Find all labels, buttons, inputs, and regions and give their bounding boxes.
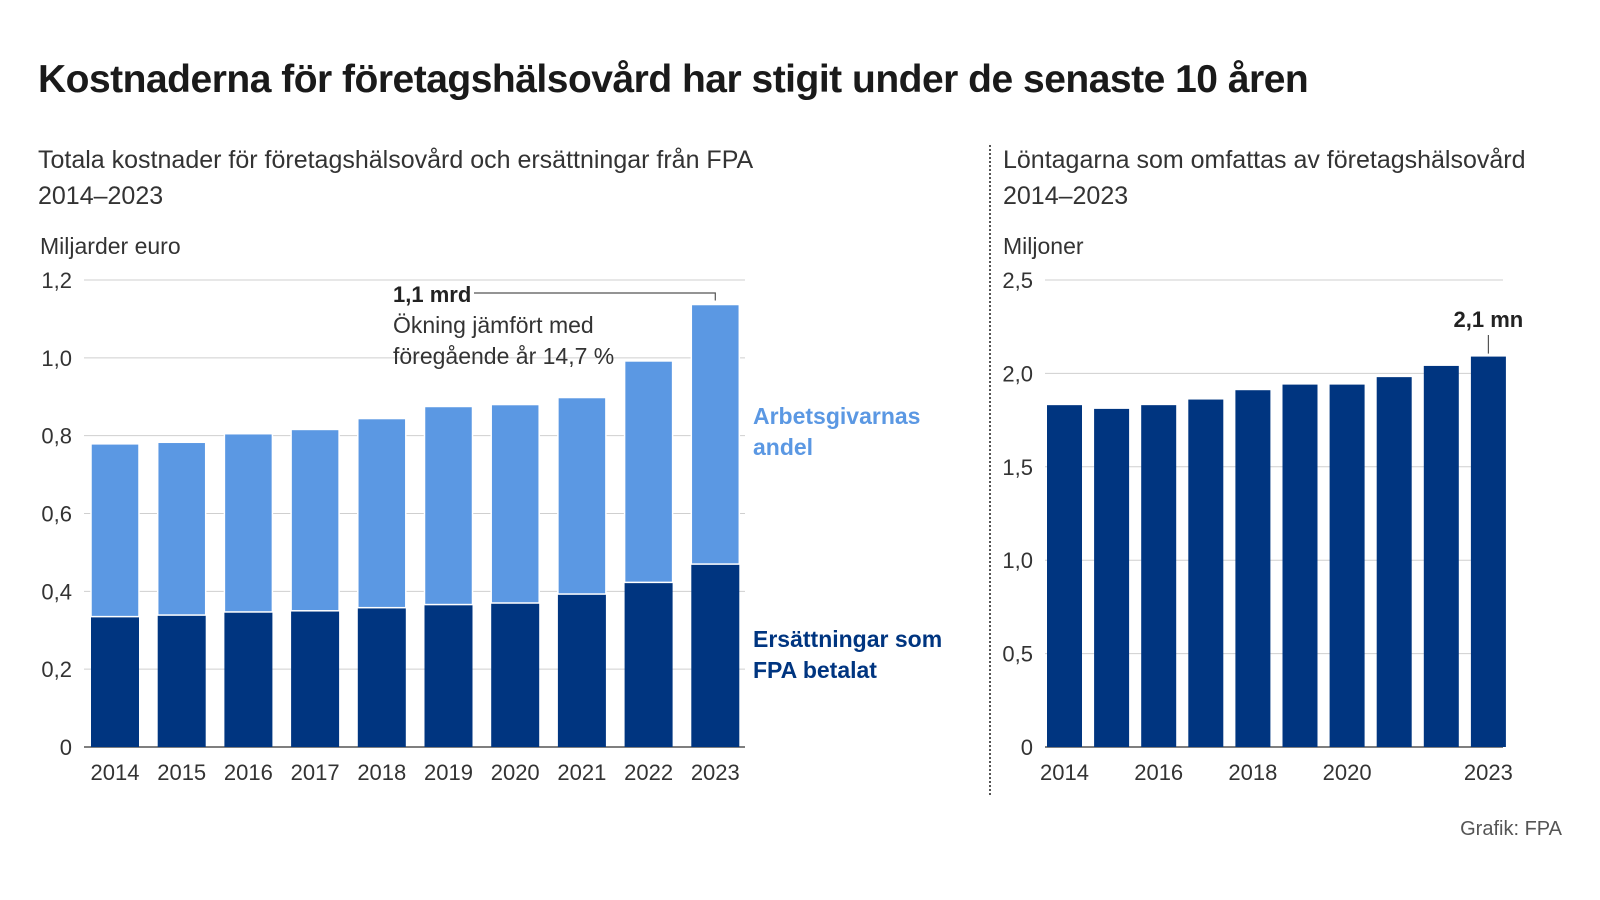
left-bar-ers-ttningar-som-fpa-betalat-2020 bbox=[491, 603, 540, 747]
right-x-tick-label: 2018 bbox=[1228, 760, 1277, 785]
left-bar-arbetsgivarnas-andel-2020 bbox=[490, 403, 540, 604]
left-x-tick-label: 2020 bbox=[491, 760, 540, 785]
right-bar-value-2014 bbox=[1047, 405, 1082, 747]
left-bar-ers-ttningar-som-fpa-betalat-2014 bbox=[91, 616, 139, 747]
left-y-tick-label: 0,6 bbox=[41, 502, 72, 527]
left-bar-arbetsgivarnas-andel-2018 bbox=[357, 417, 407, 609]
annotation-value-label: 1,1 mrd bbox=[393, 282, 471, 307]
right-y-tick-label: 1,0 bbox=[1002, 548, 1033, 573]
chart-divider bbox=[989, 145, 991, 795]
left-bar-ers-ttningar-som-fpa-betalat-2016 bbox=[224, 611, 273, 747]
left-bar-ers-ttningar-som-fpa-betalat-2015 bbox=[157, 615, 206, 747]
right-x-tick-label: 2016 bbox=[1134, 760, 1183, 785]
left-bar-arbetsgivarnas-andel-2023 bbox=[690, 303, 741, 565]
left-chart-subtitle: Totala kostnader för företagshälsovård o… bbox=[38, 142, 753, 214]
left-y-tick-label: 1,2 bbox=[41, 268, 72, 293]
left-y-tick-label: 0,4 bbox=[41, 579, 72, 604]
left-bar-ers-ttningar-som-fpa-betalat-2022 bbox=[624, 582, 673, 747]
right-y-tick-label: 2,5 bbox=[1002, 268, 1033, 293]
left-bar-arbetsgivarnas-andel-2014 bbox=[90, 443, 140, 618]
right-x-tick-label: 2014 bbox=[1040, 760, 1089, 785]
left-bar-arbetsgivarnas-andel-2019 bbox=[423, 405, 474, 606]
right-bar-value-2016 bbox=[1141, 405, 1177, 747]
credit-text: Grafik: FPA bbox=[1460, 818, 1562, 840]
right-x-tick-label: 2023 bbox=[1464, 760, 1513, 785]
left-x-tick-label: 2019 bbox=[424, 760, 473, 785]
left-x-tick-label: 2017 bbox=[291, 760, 340, 785]
right-bar-value-2015 bbox=[1094, 408, 1130, 747]
annotation-value-label-right: 2,1 mn bbox=[1454, 307, 1524, 332]
left-x-tick-label: 2016 bbox=[224, 760, 273, 785]
right-bar-value-2023 bbox=[1470, 356, 1506, 747]
right-bar-value-2021 bbox=[1376, 377, 1412, 747]
left-bar-arbetsgivarnas-andel-2016 bbox=[223, 432, 274, 613]
right-bar-value-2020 bbox=[1329, 384, 1365, 747]
left-x-tick-label: 2015 bbox=[157, 760, 206, 785]
right-bar-value-2018 bbox=[1235, 390, 1271, 747]
right-y-tick-label: 0 bbox=[1021, 735, 1033, 760]
left-bar-arbetsgivarnas-andel-2017 bbox=[290, 428, 340, 612]
left-y-tick-label: 0,8 bbox=[41, 424, 72, 449]
left-x-tick-label: 2022 bbox=[624, 760, 673, 785]
left-bar-ers-ttningar-som-fpa-betalat-2023 bbox=[691, 564, 740, 747]
left-x-tick-label: 2023 bbox=[691, 760, 740, 785]
left-bar-ers-ttningar-som-fpa-betalat-2017 bbox=[291, 610, 340, 747]
left-x-tick-label: 2021 bbox=[557, 760, 606, 785]
right-y-tick-label: 2,0 bbox=[1002, 361, 1033, 386]
annotation-text-line2: föregående år 14,7 % bbox=[393, 343, 614, 369]
right-bar-value-2019 bbox=[1282, 384, 1318, 747]
right-y-tick-label: 1,5 bbox=[1002, 455, 1033, 480]
left-bar-arbetsgivarnas-andel-2022 bbox=[623, 360, 674, 584]
right-chart-subtitle: Löntagarna som omfattas av företagshälso… bbox=[1003, 142, 1526, 214]
left-bar-arbetsgivarnas-andel-2021 bbox=[557, 396, 607, 595]
legend-label-arbetsgivarnas-line1: Arbetsgivarnas bbox=[753, 403, 920, 429]
left-bar-ers-ttningar-som-fpa-betalat-2019 bbox=[424, 604, 473, 747]
left-x-tick-label: 2018 bbox=[357, 760, 406, 785]
right-subtitle-line-2: 2014–2023 bbox=[1003, 182, 1129, 210]
left-subtitle-line-1: Totala kostnader för företagshälsovård o… bbox=[38, 146, 754, 174]
legend-label-ersattningar-line1: Ersättningar som bbox=[753, 626, 942, 652]
annotation-text-line1: Ökning jämfört med bbox=[393, 312, 594, 338]
right-bar-value-2017 bbox=[1188, 399, 1224, 747]
right-x-tick-label: 2020 bbox=[1323, 760, 1372, 785]
right-y-axis-label: Miljoner bbox=[1003, 233, 1084, 259]
left-y-axis-label: Miljarder euro bbox=[40, 233, 181, 259]
left-y-tick-label: 0 bbox=[60, 735, 72, 760]
chart-title: Kostnaderna för företagshälsovård har st… bbox=[38, 58, 1309, 101]
right-y-tick-label: 0,5 bbox=[1002, 642, 1033, 667]
left-y-tick-label: 1,0 bbox=[41, 346, 72, 371]
legend-label-arbetsgivarnas-line2: andel bbox=[753, 434, 813, 460]
legend-label-ersattningar-line2: FPA betalat bbox=[753, 657, 877, 683]
left-x-tick-label: 2014 bbox=[91, 760, 140, 785]
left-y-tick-label: 0,2 bbox=[41, 657, 72, 682]
left-bar-ers-ttningar-som-fpa-betalat-2018 bbox=[357, 607, 406, 747]
right-subtitle-line-1: Löntagarna som omfattas av företagshälso… bbox=[1003, 146, 1526, 174]
right-bar-value-2022 bbox=[1423, 365, 1459, 747]
left-stacked-bar-chart: 0 0,2 0,4 0,6 0,8 1,0 1,2 Miljarder euro 2014 201… bbox=[40, 233, 942, 785]
left-subtitle-line-2: 2014–2023 bbox=[38, 182, 164, 210]
left-bar-arbetsgivarnas-andel-2015 bbox=[156, 441, 207, 616]
left-bar-ers-ttningar-som-fpa-betalat-2021 bbox=[557, 594, 606, 747]
annotation-leader-line bbox=[474, 292, 716, 301]
